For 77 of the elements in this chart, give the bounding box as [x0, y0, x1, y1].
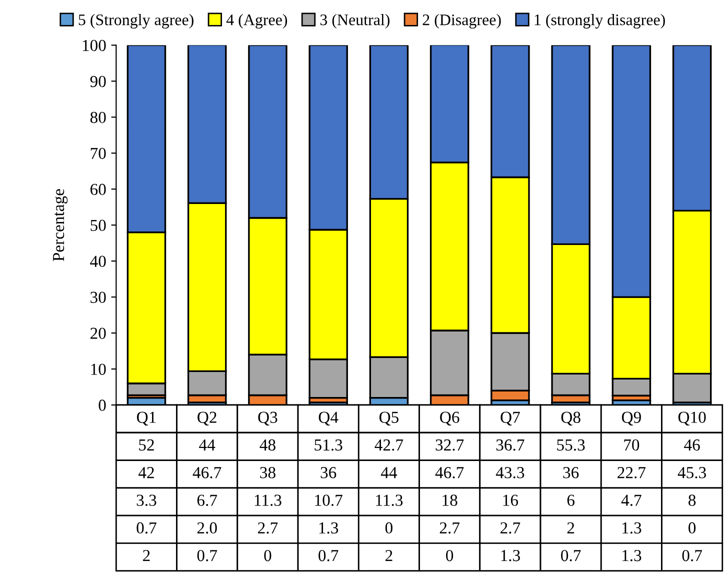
data-label: 2 — [143, 550, 150, 562]
data-label: 10.7 — [315, 494, 342, 506]
x-tick-label: Q3 — [258, 412, 278, 426]
y-axis-title: Percentage — [53, 189, 68, 262]
data-label: 3.3 — [136, 494, 156, 506]
data-label: 48 — [260, 439, 276, 451]
data-label: 18 — [442, 494, 458, 506]
y-tick-label: 20 — [90, 328, 106, 339]
data-label: 8 — [688, 494, 696, 506]
x-tick-label: Q10 — [678, 412, 706, 426]
data-label: 16 — [503, 494, 518, 506]
data-label: 42.7 — [374, 439, 404, 451]
x-tick-label: Q9 — [622, 412, 641, 426]
legend-label: 1 (strongly disagree) — [534, 14, 665, 29]
data-label: 1.3 — [622, 522, 642, 534]
data-label: 0.7 — [561, 550, 581, 562]
y-tick-label: 80 — [90, 112, 106, 124]
y-tick-label: 50 — [90, 220, 106, 232]
legend-label: 5 (Strongly agree) — [78, 14, 194, 29]
data-label: 1.3 — [622, 550, 642, 562]
x-tick-label: Q6 — [440, 412, 460, 426]
y-tick-label: 70 — [90, 148, 106, 160]
y-tick-label: 40 — [90, 256, 106, 268]
data-label: 43.3 — [496, 467, 524, 478]
data-label: 46.7 — [192, 467, 222, 478]
data-label: 44 — [380, 467, 398, 478]
data-label: 0.7 — [197, 550, 218, 562]
data-label: 2.7 — [440, 522, 460, 534]
data-label: 36 — [563, 467, 579, 478]
data-label: 0.7 — [136, 522, 156, 534]
legend-label: 2 (Disagree) — [422, 14, 501, 29]
data-label: 44 — [199, 439, 216, 450]
y-tick-label: 100 — [82, 40, 106, 52]
data-label: 11.3 — [254, 494, 282, 506]
data-label: 0 — [688, 522, 696, 534]
data-label: 52 — [139, 439, 154, 451]
data-label: 42 — [138, 467, 154, 478]
y-tick-label: 60 — [90, 184, 106, 196]
data-label: 6.7 — [197, 494, 218, 506]
x-tick-label: Q2 — [198, 412, 216, 426]
data-label: 46.7 — [435, 467, 464, 478]
y-tick-label: 10 — [91, 364, 106, 375]
data-label: 70 — [624, 439, 640, 451]
data-label: 1.3 — [319, 522, 338, 534]
data-label: 2.7 — [500, 522, 520, 534]
data-label: 22.7 — [618, 467, 646, 478]
data-label: 4.7 — [621, 494, 642, 506]
data-label: 55.3 — [557, 439, 585, 451]
y-tick-label: 90 — [90, 76, 106, 88]
x-tick-label: Q5 — [379, 412, 398, 426]
x-tick-label: Q4 — [318, 412, 338, 426]
data-label: 0 — [264, 550, 272, 562]
data-label: 2 — [567, 522, 574, 534]
data-label: 36 — [320, 467, 336, 478]
data-label: 32.7 — [436, 439, 464, 451]
data-label: 2.0 — [197, 522, 217, 534]
data-label: 1.3 — [501, 550, 520, 562]
x-tick-label: Q7 — [500, 412, 520, 426]
data-label: 36.7 — [496, 439, 524, 451]
data-label: 51.3 — [314, 439, 342, 451]
x-tick-label: Q8 — [561, 412, 580, 426]
legend-label: 4 (Agree) — [226, 14, 288, 29]
data-label: 11.3 — [376, 494, 403, 506]
data-label: 0.7 — [318, 550, 338, 562]
y-tick-label: 30 — [90, 292, 106, 303]
data-label: 46 — [684, 439, 700, 451]
data-label: 0.7 — [682, 550, 702, 562]
data-label: 0 — [446, 550, 454, 562]
data-label: 2.7 — [258, 522, 278, 534]
data-label: 6 — [567, 494, 574, 506]
x-tick-label: Q1 — [136, 412, 156, 426]
data-label: 2 — [386, 550, 392, 562]
data-label: 38 — [260, 467, 276, 478]
legend-label: 3 (Neutral) — [320, 14, 390, 28]
data-label: 45.3 — [678, 467, 706, 478]
data-label: 0 — [385, 522, 392, 534]
y-tick-label: 0 — [98, 400, 106, 411]
